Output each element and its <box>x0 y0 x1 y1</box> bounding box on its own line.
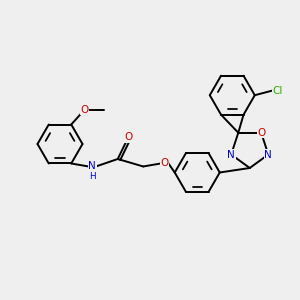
Text: O: O <box>81 104 89 115</box>
Text: N: N <box>227 149 235 160</box>
Text: N: N <box>88 161 96 172</box>
Text: O: O <box>124 132 132 142</box>
Text: O: O <box>257 128 265 138</box>
Text: Cl: Cl <box>272 86 283 96</box>
Text: H: H <box>89 172 96 182</box>
Text: O: O <box>160 158 168 169</box>
Text: N: N <box>264 149 272 160</box>
